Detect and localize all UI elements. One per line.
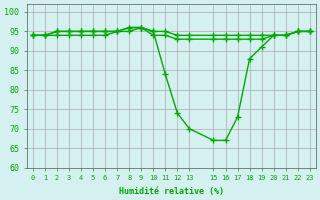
X-axis label: Humidité relative (%): Humidité relative (%) (119, 187, 224, 196)
